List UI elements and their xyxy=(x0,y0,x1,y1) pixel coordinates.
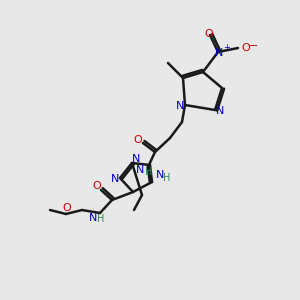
Text: O: O xyxy=(63,203,71,213)
Text: H: H xyxy=(97,214,105,224)
Text: O: O xyxy=(242,43,250,53)
Text: N: N xyxy=(176,101,184,111)
Text: N: N xyxy=(136,165,144,175)
Text: O: O xyxy=(205,29,213,39)
Text: H: H xyxy=(163,173,171,183)
Text: −: − xyxy=(249,41,259,51)
Text: O: O xyxy=(134,135,142,145)
Text: N: N xyxy=(89,213,97,223)
Text: N: N xyxy=(156,170,164,180)
Text: N: N xyxy=(216,106,224,116)
Text: H: H xyxy=(145,167,153,177)
Text: N: N xyxy=(132,154,140,164)
Text: N: N xyxy=(215,48,223,58)
Text: O: O xyxy=(93,181,101,191)
Text: N: N xyxy=(111,174,119,184)
Text: +: + xyxy=(224,43,230,52)
